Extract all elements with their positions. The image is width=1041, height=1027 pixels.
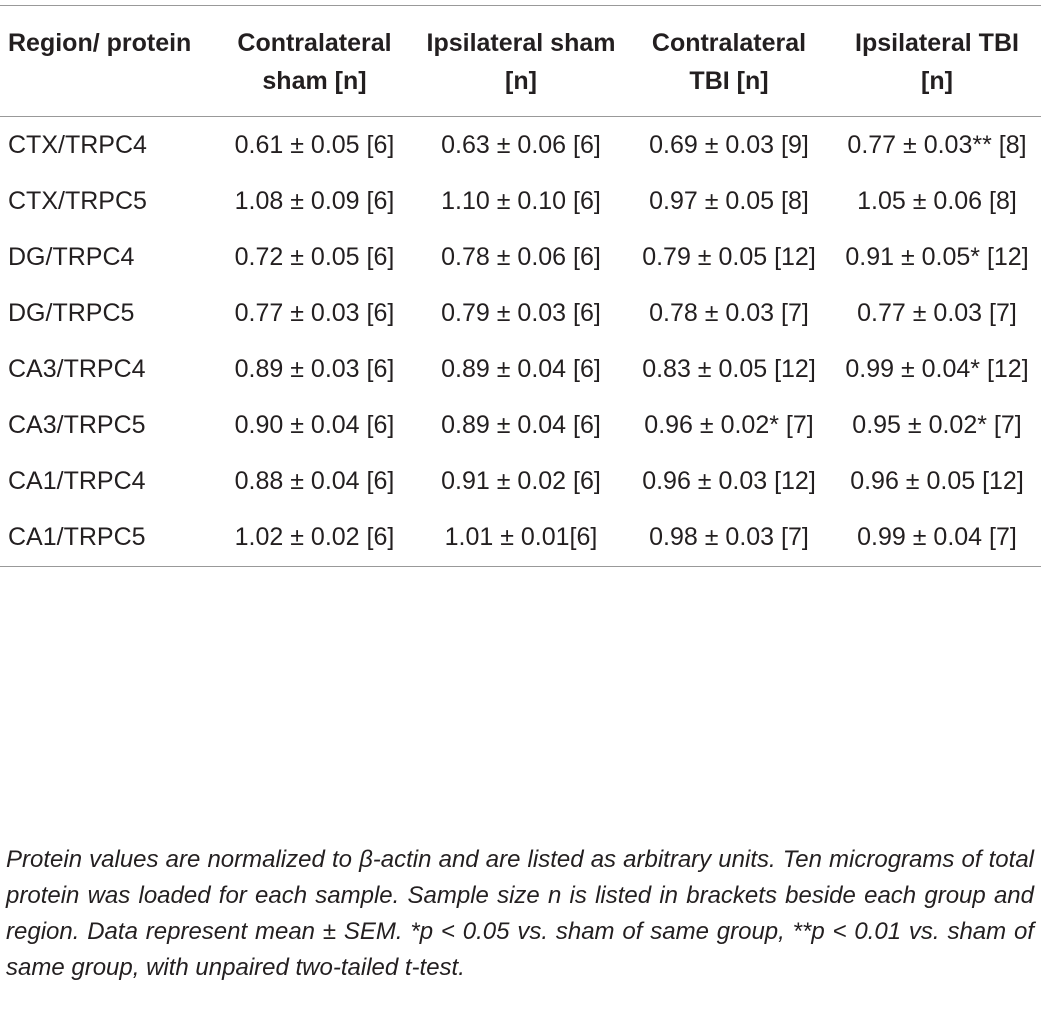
row-label: CA1/TRPC5	[8, 523, 146, 551]
table-cell: 0.78 ± 0.06 [6]	[441, 243, 601, 271]
header-row: Region/ protein Contralateral sham [n] Ips…	[0, 5, 1041, 117]
table-cell: 0.91 ± 0.02 [6]	[441, 467, 601, 495]
table-cell: 0.79 ± 0.03 [6]	[441, 299, 601, 327]
table-cell: 0.90 ± 0.04 [6]	[234, 411, 395, 439]
table-cell: 0.61 ± 0.05 [6]	[234, 131, 395, 159]
header-cell: Contralateral sham [n]	[237, 29, 392, 95]
table-row: CA3/TRPC4 0.89 ± 0.03 [6] 0.89 ± 0.04 [6] 0…	[0, 341, 1041, 397]
table-cell: 0.69 ± 0.03 [9]	[649, 131, 809, 159]
row-label: CTX/TRPC5	[8, 187, 147, 215]
row-label: DG/TRPC5	[8, 299, 135, 327]
header-cell: Region/ protein	[8, 29, 192, 57]
table-row: CTX/TRPC4 0.61 ± 0.05 [6] 0.63 ± 0.06 [6] 0…	[0, 117, 1041, 174]
row-label: CA3/TRPC5	[8, 411, 146, 439]
table-row: CA3/TRPC5 0.90 ± 0.04 [6] 0.89 ± 0.04 [6] 0…	[0, 397, 1041, 453]
table-cell: 0.78 ± 0.03 [7]	[649, 299, 809, 327]
table-cell: 0.77 ± 0.03 [6]	[234, 299, 395, 327]
row-label: CA3/TRPC4	[8, 355, 146, 383]
row-label: CA1/TRPC4	[8, 467, 146, 495]
table-cell: 0.83 ± 0.05 [12]	[642, 355, 816, 383]
table-cell: 0.89 ± 0.04 [6]	[441, 411, 601, 439]
header-cell: Contralateral TBI [n]	[651, 29, 807, 95]
table-cell: 1.08 ± 0.09 [6]	[234, 187, 395, 215]
table-cell: 0.72 ± 0.05 [6]	[234, 243, 395, 271]
table-cell: 0.97 ± 0.05 [8]	[649, 187, 809, 215]
table-cell: 1.02 ± 0.02 [6]	[234, 523, 395, 551]
table-cell: 0.88 ± 0.04 [6]	[234, 467, 395, 495]
table-cell: 0.96 ± 0.02* [7]	[644, 411, 814, 439]
table-cell: 0.89 ± 0.04 [6]	[441, 355, 601, 383]
table-row: DG/TRPC5 0.77 ± 0.03 [6] 0.79 ± 0.03 [6] 0.…	[0, 285, 1041, 341]
table-cell: 1.10 ± 0.10 [6]	[441, 187, 601, 215]
row-label: CTX/TRPC4	[8, 131, 147, 159]
table-header: Region/ protein Contralateral sham [n] Ips…	[0, 5, 1041, 117]
header-cell: Ipsilateral TBI [n]	[855, 29, 1019, 95]
table-row: CA1/TRPC5 1.02 ± 0.02 [6] 1.01 ± 0.01[6] 0.…	[0, 509, 1041, 567]
table-cell: 0.89 ± 0.03 [6]	[234, 355, 395, 383]
table-cell: 1.01 ± 0.01[6]	[444, 523, 598, 551]
row-label: DG/TRPC4	[8, 243, 135, 271]
table-cell: 0.91 ± 0.05* [12]	[845, 243, 1029, 271]
table-cell: 0.99 ± 0.04 [7]	[857, 523, 1017, 551]
table-cell: 0.63 ± 0.06 [6]	[441, 131, 601, 159]
table-cell: 0.96 ± 0.05 [12]	[850, 467, 1024, 495]
table-cell: 0.98 ± 0.03 [7]	[649, 523, 809, 551]
table-cell: 0.99 ± 0.04* [12]	[845, 355, 1029, 383]
table-row: CTX/TRPC5 1.08 ± 0.09 [6] 1.10 ± 0.10 [6] 0…	[0, 173, 1041, 229]
table-row: DG/TRPC4 0.72 ± 0.05 [6] 0.78 ± 0.06 [6] 0.…	[0, 229, 1041, 285]
header-cell: Ipsilateral sham [n]	[426, 29, 616, 95]
table-cell: 0.95 ± 0.02* [7]	[852, 411, 1022, 439]
data-table: Region/ protein Contralateral sham [n] Ips…	[0, 5, 1041, 567]
table-body: CTX/TRPC4 0.61 ± 0.05 [6] 0.63 ± 0.06 [6] 0…	[0, 117, 1041, 567]
footnote: Protein values are normalized to β-actin…	[6, 846, 1034, 981]
table-cell: 0.96 ± 0.03 [12]	[642, 467, 816, 495]
table-cell: 0.77 ± 0.03** [8]	[847, 131, 1027, 159]
table-cell: 0.77 ± 0.03 [7]	[857, 299, 1017, 327]
table-row: CA1/TRPC4 0.88 ± 0.04 [6] 0.91 ± 0.02 [6] 0…	[0, 453, 1041, 509]
table-cell: 1.05 ± 0.06 [8]	[857, 187, 1017, 215]
table-cell: 0.79 ± 0.05 [12]	[642, 243, 816, 271]
